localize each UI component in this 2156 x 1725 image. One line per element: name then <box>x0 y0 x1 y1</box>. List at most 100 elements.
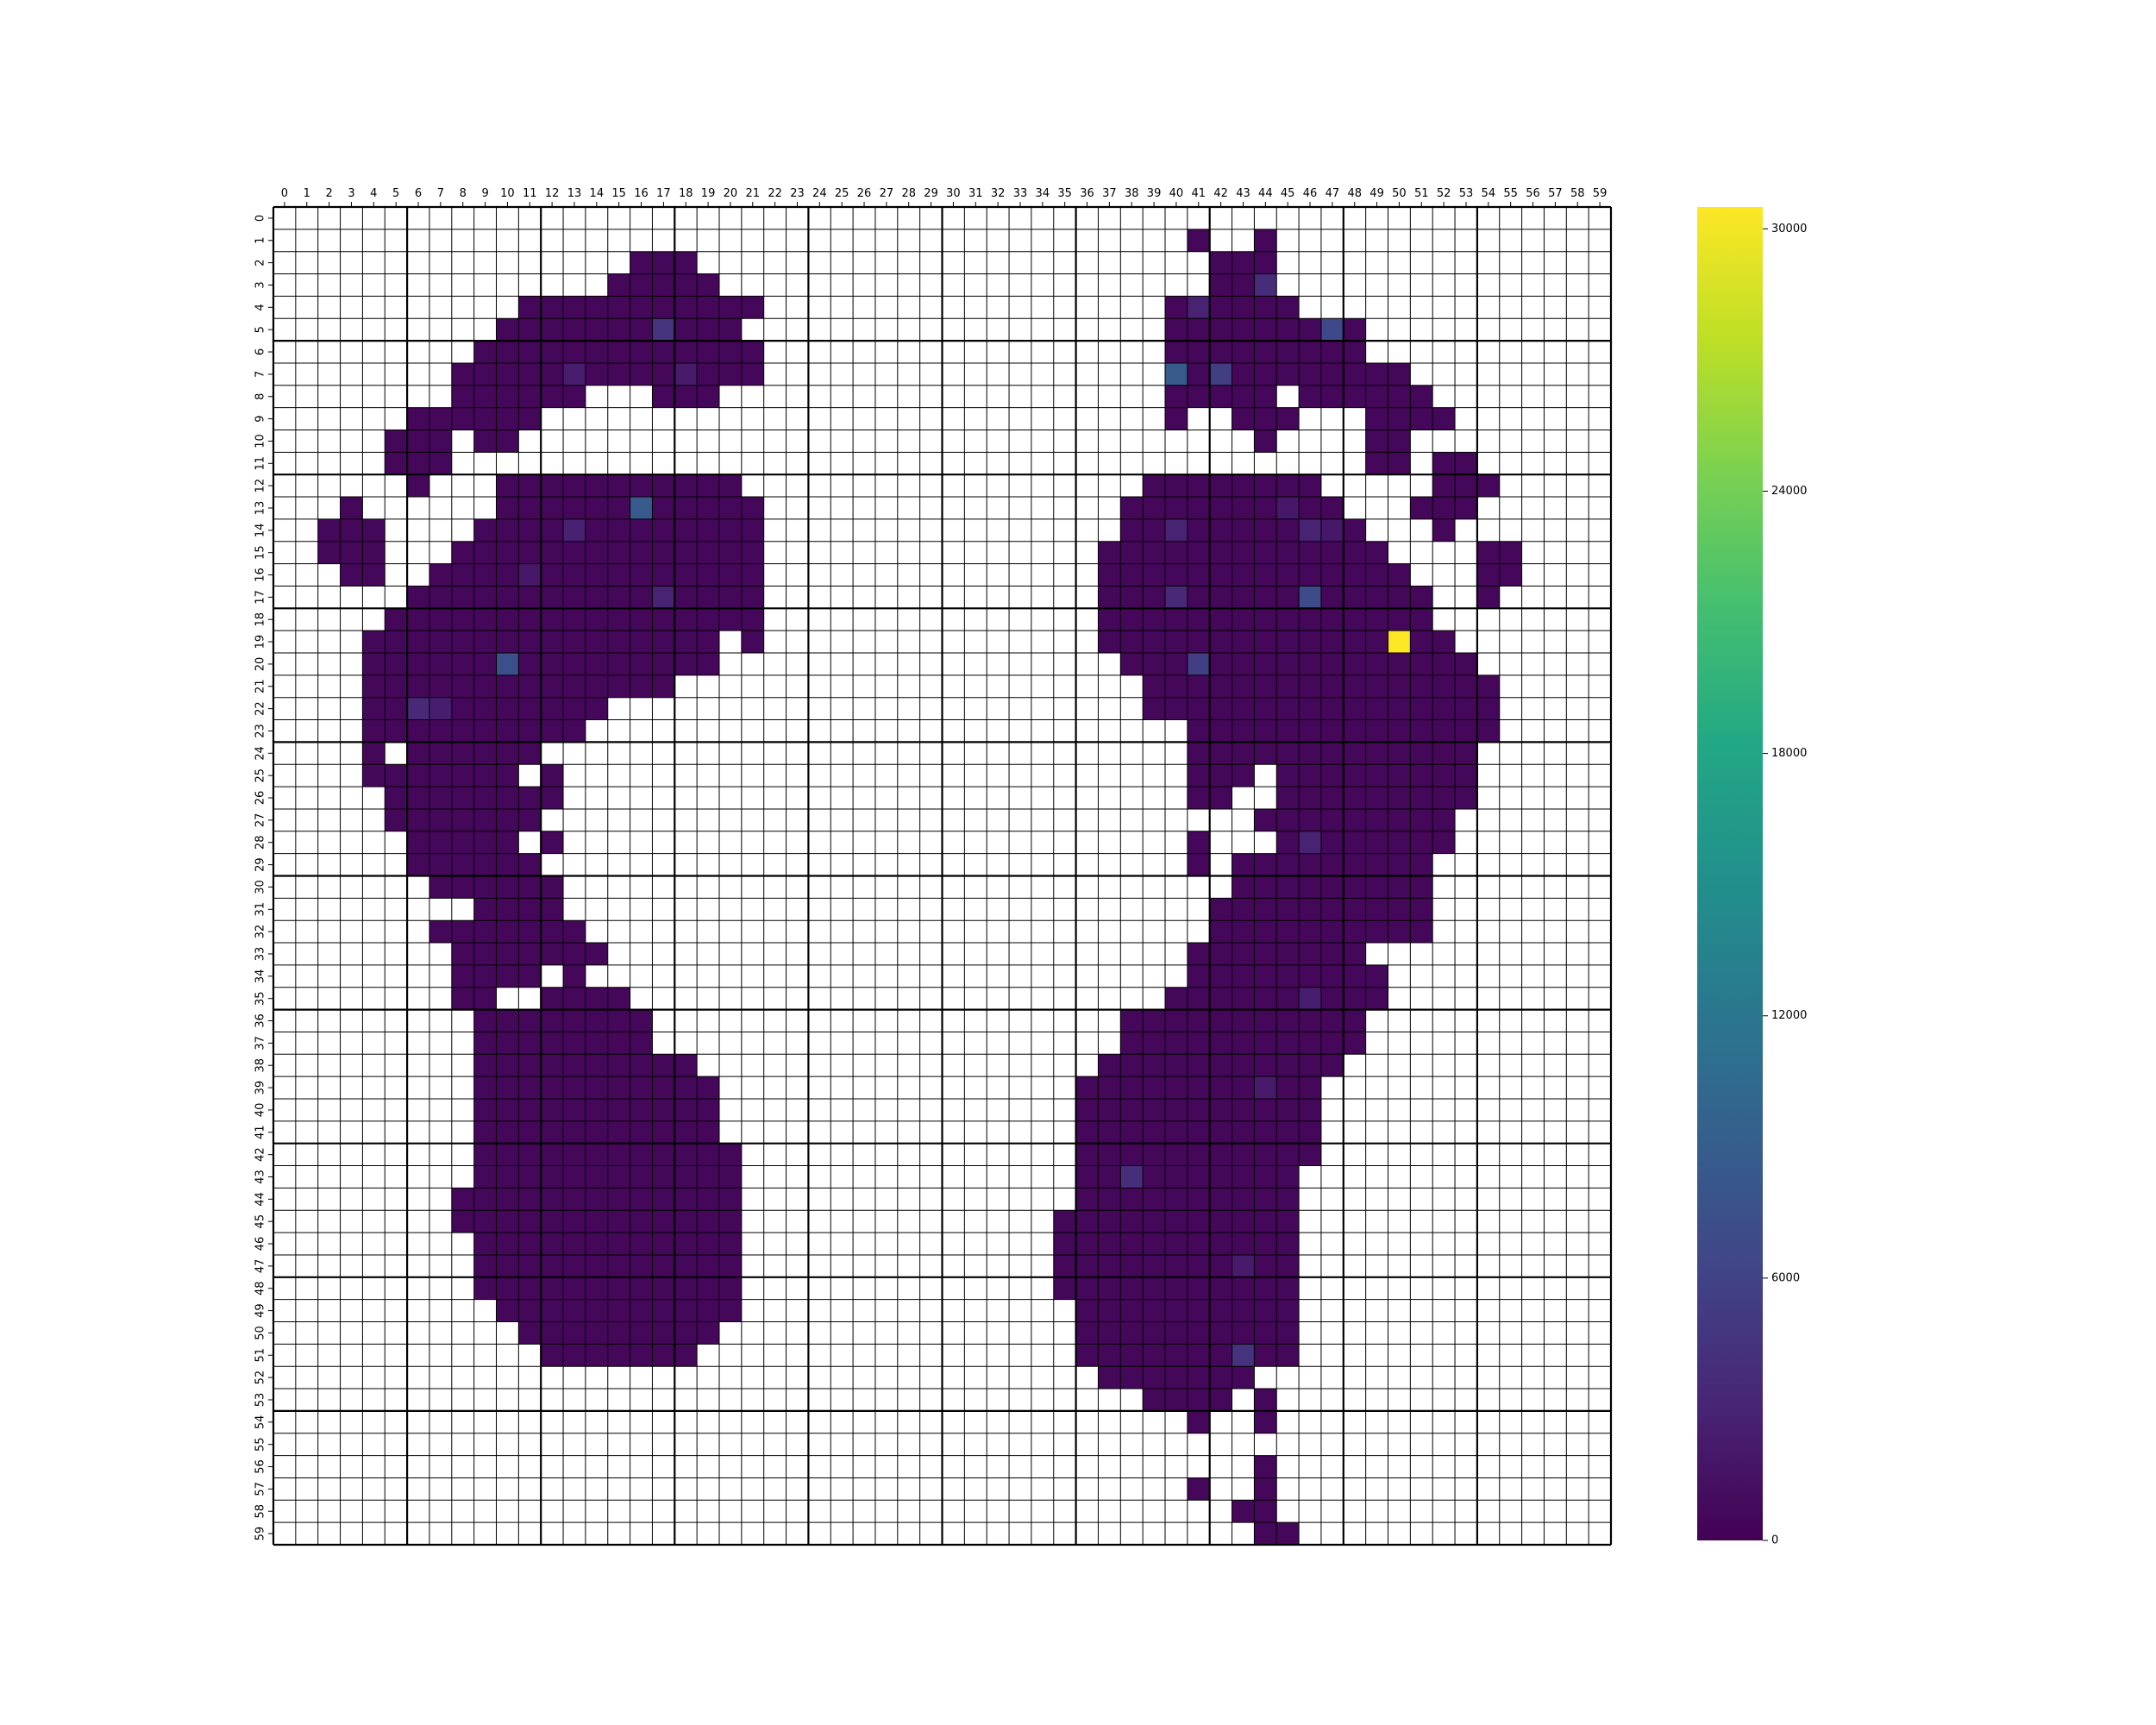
heatmap-cell <box>1476 1433 1500 1456</box>
heatmap-cell <box>1276 831 1300 854</box>
heatmap-cell <box>1098 787 1121 809</box>
heatmap-cell <box>451 563 474 586</box>
heatmap-cell <box>1455 1009 1477 1032</box>
heatmap-cell <box>853 1522 875 1545</box>
heatmap-cell <box>1165 1009 1188 1032</box>
heatmap-cell <box>964 742 987 765</box>
heatmap-cell <box>830 1276 854 1300</box>
heatmap-cell <box>1566 1366 1589 1389</box>
heatmap-cell <box>1276 787 1300 809</box>
heatmap-cell <box>1589 1455 1611 1478</box>
heatmap-cell <box>1455 541 1477 564</box>
heatmap-cell <box>919 563 943 586</box>
heatmap-cell <box>1232 407 1255 430</box>
heatmap-cell <box>942 229 965 252</box>
heatmap-cell <box>741 1410 764 1433</box>
heatmap-cell <box>1187 296 1210 319</box>
heatmap-cell <box>273 964 296 988</box>
heatmap-cell <box>607 1276 630 1300</box>
heatmap-cell <box>541 518 564 542</box>
heatmap-cell <box>317 497 341 519</box>
heatmap-cell <box>295 362 318 386</box>
heatmap-cell <box>1343 1188 1366 1211</box>
heatmap-cell <box>585 1410 608 1433</box>
heatmap-cell <box>1499 1210 1522 1233</box>
heatmap-cell <box>1589 1233 1611 1255</box>
heatmap-cell <box>273 586 296 609</box>
heatmap-cell <box>1365 497 1388 519</box>
heatmap-cell <box>317 341 341 363</box>
heatmap-cell <box>964 787 987 809</box>
heatmap-cell <box>1432 251 1456 274</box>
heatmap-cell <box>1455 1366 1477 1389</box>
y-tick-label: 55 <box>254 1437 267 1452</box>
heatmap-cell <box>1053 653 1076 675</box>
heatmap-cell <box>1388 1455 1411 1478</box>
heatmap-cell <box>1075 318 1099 342</box>
heatmap-cell <box>1232 1054 1255 1077</box>
heatmap-cell <box>317 831 341 854</box>
heatmap-cell <box>964 563 987 586</box>
heatmap-cell <box>1432 362 1456 386</box>
heatmap-cell <box>897 808 920 831</box>
heatmap-cell <box>1120 273 1144 297</box>
heatmap-cell <box>1589 630 1611 653</box>
heatmap-cell <box>585 898 608 921</box>
heatmap-cell <box>719 474 742 498</box>
heatmap-cell <box>1455 207 1477 229</box>
heatmap-cell <box>340 207 363 229</box>
heatmap-cell <box>1365 1522 1388 1545</box>
heatmap-cell <box>585 518 608 542</box>
heatmap-cell <box>697 1455 719 1478</box>
heatmap-cell <box>1365 1188 1388 1211</box>
heatmap-cell <box>317 1433 341 1456</box>
heatmap-cell <box>1432 898 1456 921</box>
heatmap-cell <box>1343 251 1366 274</box>
heatmap-cell <box>1365 1389 1388 1411</box>
heatmap-cell <box>451 341 474 363</box>
x-tick-label: 45 <box>1281 187 1295 200</box>
heatmap-cell <box>763 1299 787 1322</box>
heatmap-cell <box>1566 853 1589 876</box>
heatmap-cell <box>1254 1188 1277 1211</box>
heatmap-cell <box>385 1210 408 1233</box>
heatmap-cell <box>451 764 474 787</box>
heatmap-cell <box>652 1299 675 1322</box>
heatmap-cell <box>429 273 452 297</box>
heatmap-cell <box>1476 1165 1500 1189</box>
heatmap-cell <box>786 1233 809 1255</box>
heatmap-cell <box>1143 318 1165 342</box>
heatmap-cell <box>1521 1254 1545 1277</box>
heatmap-cell <box>874 1143 898 1166</box>
heatmap-cell <box>1476 518 1500 542</box>
heatmap-cell <box>362 497 385 519</box>
heatmap-cell <box>630 719 653 743</box>
heatmap-cell <box>942 964 965 988</box>
heatmap-cell <box>496 1500 519 1523</box>
heatmap-cell <box>942 586 965 609</box>
heatmap-cell <box>1187 787 1210 809</box>
heatmap-cell <box>1455 1188 1477 1211</box>
heatmap-cell <box>1343 1054 1366 1077</box>
heatmap-cell <box>874 541 898 564</box>
heatmap-cell <box>719 497 742 519</box>
heatmap-cell <box>1589 1188 1611 1211</box>
heatmap-cell <box>1343 1344 1366 1367</box>
heatmap-cell <box>1499 1099 1522 1121</box>
heatmap-cell <box>1476 563 1500 586</box>
heatmap-cell <box>786 296 809 319</box>
heatmap-cell <box>1143 1099 1165 1121</box>
heatmap-cell <box>741 853 764 876</box>
heatmap-cell <box>585 1433 608 1456</box>
heatmap-cell <box>1544 1076 1567 1099</box>
heatmap-cell <box>897 318 920 342</box>
heatmap-cell <box>964 1477 987 1501</box>
heatmap-cell <box>1232 586 1255 609</box>
heatmap-cell <box>1521 1410 1545 1433</box>
heatmap-cell <box>518 920 542 944</box>
heatmap-cell <box>429 630 452 653</box>
heatmap-cell <box>1031 1410 1054 1433</box>
heatmap-cell <box>362 1366 385 1389</box>
heatmap-cell <box>1299 1344 1321 1367</box>
heatmap-cell <box>1009 1009 1031 1032</box>
